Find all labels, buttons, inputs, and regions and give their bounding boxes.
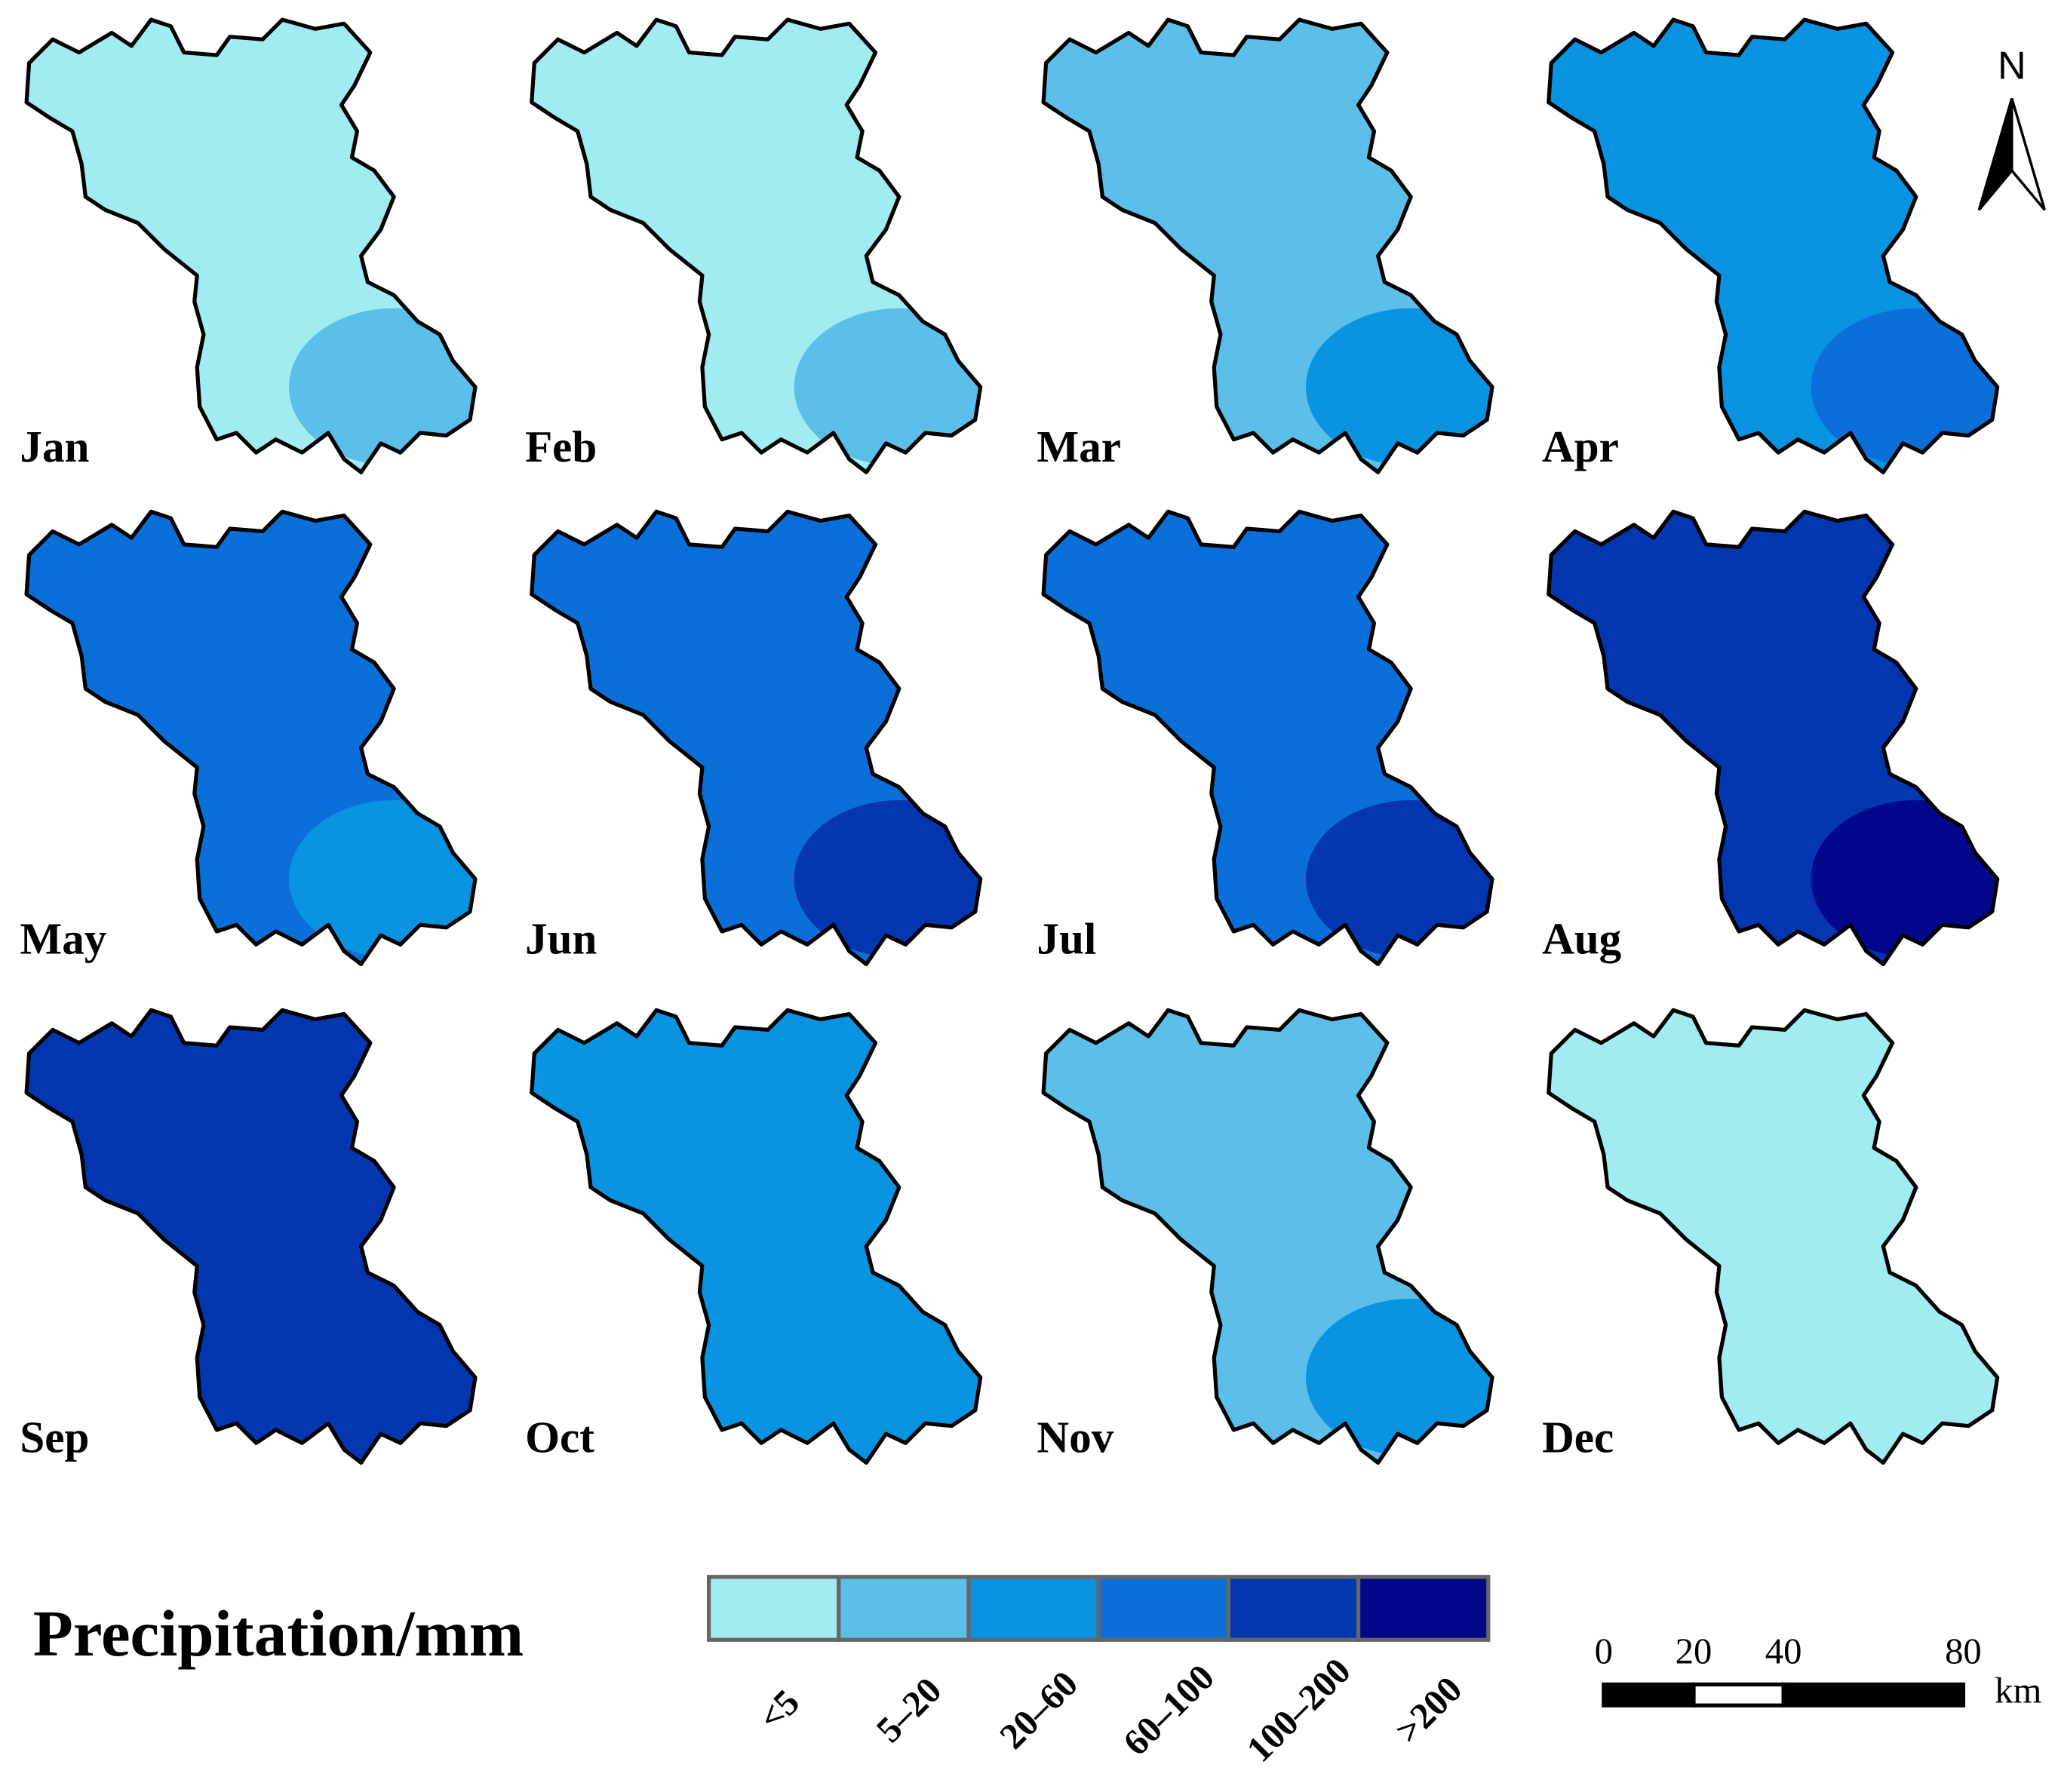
legend-label: >200 bbox=[1387, 1669, 1470, 1751]
scale-tick-label: 20 bbox=[1676, 1631, 1712, 1672]
scale-segment bbox=[1691, 1682, 1786, 1708]
region-zone bbox=[1811, 800, 1998, 958]
region-outline bbox=[24, 1008, 478, 1465]
region-zone bbox=[1811, 308, 1998, 466]
region-outline bbox=[1547, 509, 2000, 967]
region-zone bbox=[1306, 308, 1493, 466]
region-outline bbox=[24, 17, 478, 474]
region-fill bbox=[1548, 1010, 1998, 1463]
legend-label: 60–100 bbox=[1116, 1657, 1222, 1763]
month-label: May bbox=[20, 914, 106, 964]
month-label: Feb bbox=[525, 422, 597, 471]
month-panel: May bbox=[20, 509, 478, 967]
month-panel: Jan bbox=[20, 17, 478, 474]
scale-tick-label: 0 bbox=[1595, 1631, 1613, 1672]
region-outline bbox=[24, 509, 478, 967]
month-panel: Oct bbox=[525, 1008, 983, 1465]
region-fill bbox=[26, 1010, 475, 1463]
scale-segment bbox=[1781, 1682, 1966, 1708]
region-zone bbox=[1306, 800, 1493, 958]
scale-unit: km bbox=[1995, 1671, 2041, 1711]
region-outline bbox=[530, 17, 983, 474]
month-panel: Jul bbox=[1037, 509, 1494, 967]
region-fill bbox=[531, 1010, 981, 1463]
month-label: Oct bbox=[525, 1412, 594, 1462]
scale-tick-label: 40 bbox=[1765, 1631, 1802, 1672]
region-outline bbox=[1041, 509, 1494, 967]
scale-segment bbox=[1602, 1682, 1696, 1708]
legend-swatch bbox=[1356, 1575, 1491, 1642]
region-zone bbox=[288, 308, 475, 466]
region-zone bbox=[288, 800, 475, 958]
north-arrow bbox=[2010, 97, 2046, 211]
month-label: Apr bbox=[1542, 422, 1619, 471]
legend-swatch bbox=[966, 1575, 1101, 1642]
region-outline bbox=[530, 509, 983, 967]
legend-label: <5 bbox=[751, 1682, 807, 1738]
month-panel: Feb bbox=[525, 17, 983, 474]
region-outline bbox=[1547, 17, 2000, 474]
region-outline bbox=[1547, 1008, 2000, 1465]
region-outline bbox=[1041, 1008, 1494, 1465]
month-label: Dec bbox=[1542, 1412, 1614, 1462]
legend-swatch bbox=[837, 1575, 971, 1642]
month-panel: Aug bbox=[1542, 509, 2000, 967]
north-arrow bbox=[1977, 97, 2013, 211]
month-label: Jul bbox=[1037, 914, 1096, 964]
region-zone bbox=[794, 800, 981, 958]
month-panel: Nov bbox=[1037, 1008, 1494, 1465]
north-label: N bbox=[1998, 44, 2026, 87]
region-zone bbox=[794, 308, 981, 466]
month-label: Sep bbox=[20, 1412, 89, 1462]
month-panel: Apr bbox=[1542, 17, 2000, 474]
region-zone bbox=[1306, 1298, 1493, 1456]
month-panel: Mar bbox=[1037, 17, 1494, 474]
month-label: Aug bbox=[1542, 914, 1621, 964]
month-label: Mar bbox=[1037, 422, 1121, 471]
month-label: Nov bbox=[1037, 1412, 1113, 1462]
legend-label: 5–20 bbox=[868, 1670, 949, 1751]
month-panel: Dec bbox=[1542, 1008, 2000, 1465]
month-panel: Sep bbox=[20, 1008, 478, 1465]
legend-label: 100–200 bbox=[1239, 1650, 1359, 1770]
legend-swatch bbox=[1226, 1575, 1361, 1642]
legend-label: 20–60 bbox=[992, 1663, 1086, 1757]
legend-swatch bbox=[706, 1575, 841, 1642]
scale-tick-label: 80 bbox=[1945, 1631, 1982, 1672]
month-panel: Jun bbox=[525, 509, 983, 967]
region-outline bbox=[530, 1008, 983, 1465]
region-outline bbox=[1041, 17, 1494, 474]
legend-title: Precipitation/mm bbox=[33, 1597, 524, 1670]
month-label: Jun bbox=[525, 914, 597, 964]
legend-swatch bbox=[1096, 1575, 1230, 1642]
month-label: Jan bbox=[20, 422, 89, 471]
